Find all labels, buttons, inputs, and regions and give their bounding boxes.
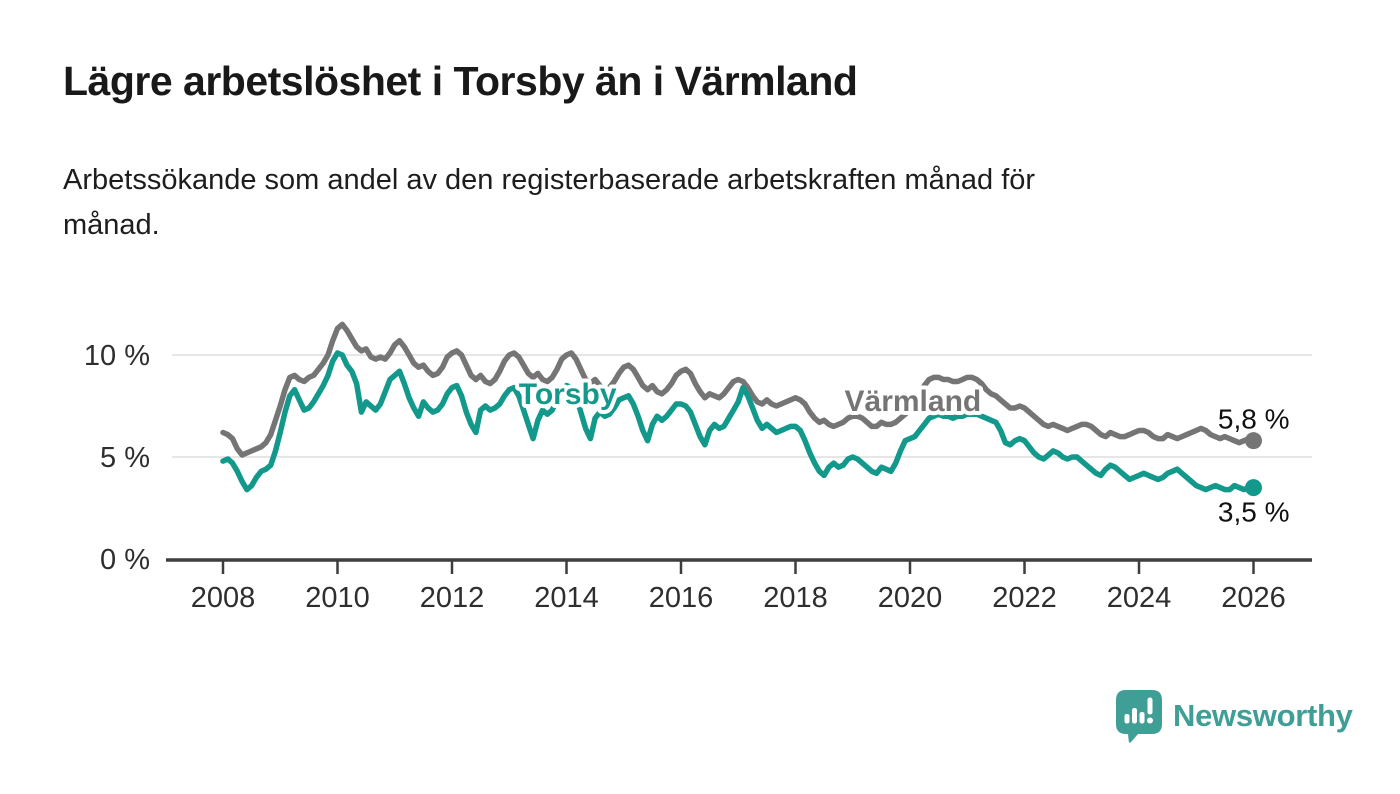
chart-subtitle-line-2: månad. — [63, 209, 160, 241]
y-tick-label-10: 10 % — [84, 340, 150, 372]
series-line-torsby — [220, 350, 1257, 493]
newsworthy-logo-icon — [1116, 690, 1162, 743]
series-line-vrmland — [220, 321, 1257, 458]
x-tick-label-2016: 2016 — [649, 582, 714, 614]
page-title: Lägre arbetslöshet i Torsby än i Värmlan… — [63, 58, 858, 104]
newsworthy-wordmark: Newsworthy — [1173, 698, 1353, 733]
exclamation-glyph — [1147, 697, 1153, 724]
end-dot-vrmland — [1244, 432, 1262, 450]
chart-canvas: 5,8 % 3,5 % Torsby Värmland 2008 2010 2012 2014… — [84, 321, 1312, 614]
x-tick-label-2024: 2024 — [1107, 582, 1172, 614]
x-tick-label-2018: 2018 — [763, 582, 828, 614]
newsworthy-logo: Newsworthy — [1114, 688, 1353, 744]
bar-chart-glyph — [1124, 708, 1145, 724]
x-tick-label-2014: 2014 — [534, 582, 599, 614]
end-value-label-vrmland: 5,8 % — [1218, 404, 1290, 435]
y-tick-label-0: 0 % — [100, 544, 150, 576]
x-tick-label-2010: 2010 — [305, 582, 370, 614]
end-value-label-torsby: 3,5 % — [1218, 497, 1290, 528]
x-tick-label-2008: 2008 — [191, 582, 256, 614]
x-tick-label-2026: 2026 — [1221, 582, 1286, 614]
chart-subtitle-line-1: Arbetssökande som andel av den registerb… — [63, 164, 1036, 196]
series-label-vrmland: Värmland — [845, 385, 982, 418]
x-tick-label-2022: 2022 — [992, 582, 1057, 614]
end-dot-torsby — [1244, 479, 1262, 497]
speech-bubble-shape — [1116, 690, 1162, 743]
x-tick-label-2012: 2012 — [420, 582, 485, 614]
series-label-torsby: Torsby — [519, 378, 617, 411]
y-tick-label-5: 5 % — [100, 442, 150, 474]
x-tick-label-2020: 2020 — [878, 582, 943, 614]
line-chart: 5,8 % 3,5 % Torsby Värmland 2008 2010 2012 2014… — [0, 260, 1400, 660]
chart-subtitle: Arbetssökande som andel av den registerb… — [63, 158, 1035, 248]
